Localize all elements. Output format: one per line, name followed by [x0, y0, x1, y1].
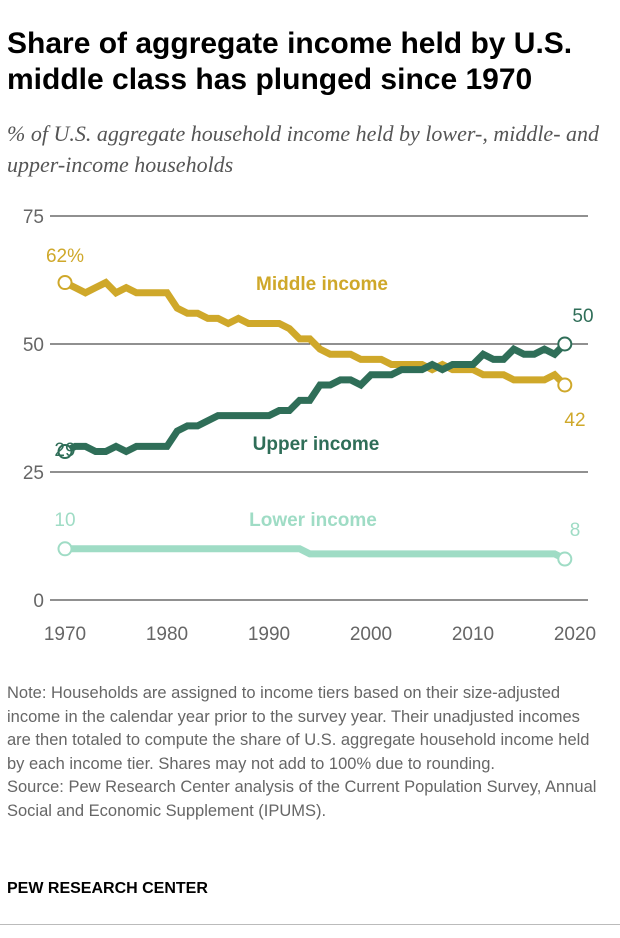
end-data-label: 8	[570, 520, 581, 541]
end-point	[557, 551, 573, 567]
note-text: Note: Households are assigned to income …	[7, 684, 590, 773]
y-tick-label: 75	[23, 207, 44, 228]
start-data-label: 10	[54, 510, 75, 531]
source-text: Source: Pew Research Center analysis of …	[7, 778, 597, 820]
chart-subtitle: % of U.S. aggregate household income hel…	[7, 121, 600, 177]
line-chart: 0 25 50 75 1970 1980 1990 2000 2010 2020 Middle in…	[23, 207, 596, 645]
series-label: Middle income	[256, 274, 388, 295]
start-point	[57, 275, 73, 291]
x-tick-label: 2010	[452, 624, 494, 645]
start-data-label: 62%	[46, 246, 84, 267]
bottom-divider	[0, 924, 620, 925]
end-point	[557, 377, 573, 393]
chart-note: Note: Households are assigned to income …	[7, 682, 607, 823]
x-tick-label: 1980	[146, 624, 188, 645]
x-tick-label: 1970	[44, 624, 86, 645]
series-line-upper-income	[63, 341, 568, 456]
y-tick-label: 25	[23, 463, 44, 484]
series-line-lower-income	[65, 545, 567, 563]
x-tick-label: 2020	[554, 624, 596, 645]
series-line-middle-income	[63, 278, 568, 388]
brand-logo: PEW RESEARCH CENTER	[7, 880, 208, 897]
series-label: Upper income	[253, 434, 380, 455]
end-data-label: 50	[572, 306, 593, 327]
x-tick-label: 1990	[248, 624, 290, 645]
start-point	[57, 541, 73, 557]
chart-title: Share of aggregate income held by U.S. m…	[7, 27, 573, 96]
y-tick-label: 50	[23, 335, 44, 356]
end-point	[557, 336, 573, 352]
end-data-label: 42	[564, 410, 585, 431]
start-data-label: 29	[54, 440, 75, 461]
x-tick-label: 2000	[350, 624, 392, 645]
y-tick-label: 0	[33, 591, 44, 612]
series-label: Lower income	[249, 510, 377, 531]
start-point	[57, 444, 73, 460]
